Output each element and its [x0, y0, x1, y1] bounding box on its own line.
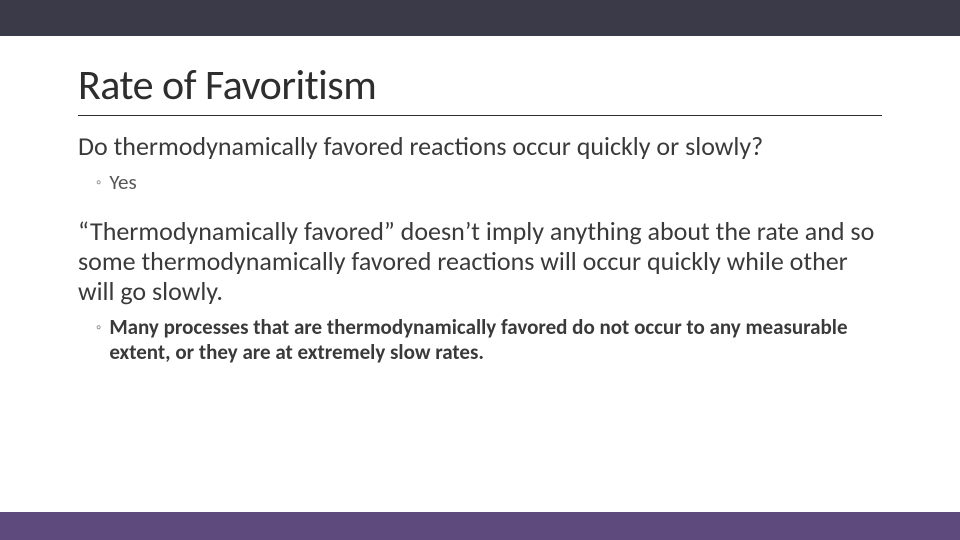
sub-item-1: ◦ Yes — [96, 170, 882, 195]
bullet-icon: ◦ — [96, 318, 101, 339]
sub-item-1-text: Yes — [109, 170, 136, 195]
slide: Rate of Favoritism Do thermodynamically … — [0, 0, 960, 540]
body-paragraph-1: Do thermodynamically favored reactions o… — [78, 132, 882, 162]
sub-item-2-text: Many processes that are thermodynamicall… — [109, 315, 882, 365]
slide-title: Rate of Favoritism — [78, 60, 882, 116]
bottom-accent-band — [0, 512, 960, 540]
top-accent-band — [0, 0, 960, 36]
bullet-icon: ◦ — [96, 173, 101, 194]
slide-content: Rate of Favoritism Do thermodynamically … — [0, 36, 960, 512]
sub-item-2: ◦ Many processes that are thermodynamica… — [96, 315, 882, 365]
body-paragraph-2: “Thermodynamically favored” doesn’t impl… — [78, 217, 882, 307]
